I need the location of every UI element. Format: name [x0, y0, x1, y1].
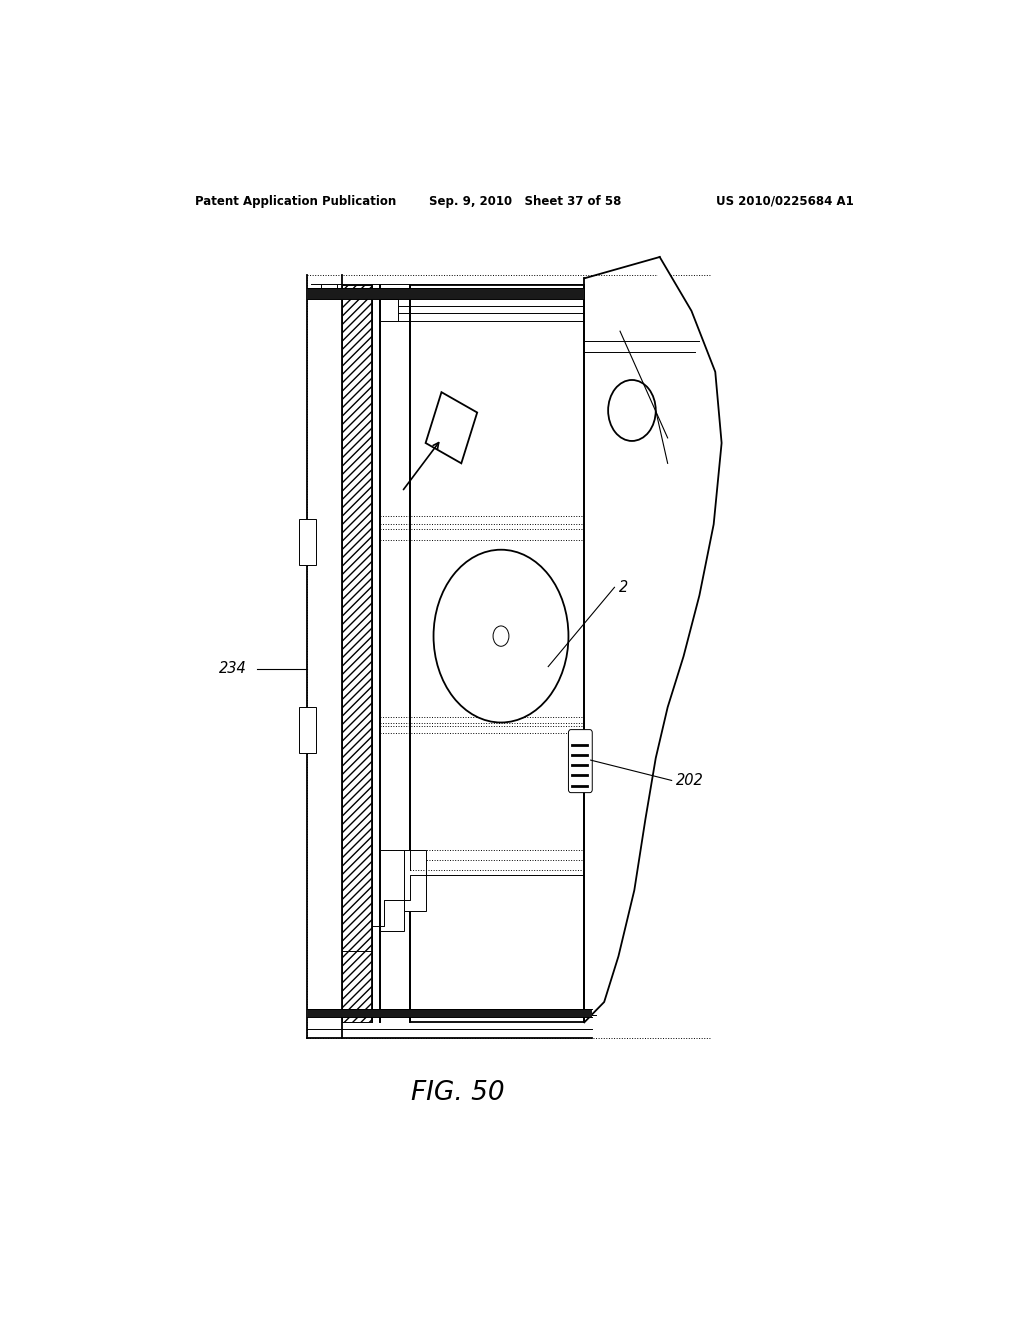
Bar [299, 519, 316, 565]
Text: 202: 202 [676, 774, 703, 788]
Text: 234: 234 [219, 661, 247, 676]
Bar [404, 850, 426, 911]
Circle shape [433, 549, 568, 722]
Text: US 2010/0225684 A1: US 2010/0225684 A1 [717, 194, 854, 207]
Text: 232: 232 [672, 455, 699, 471]
Polygon shape [426, 392, 477, 463]
Text: 226: 226 [672, 430, 699, 445]
Bar [306, 276, 342, 1038]
Bar [380, 850, 404, 931]
Text: Sep. 9, 2010   Sheet 37 of 58: Sep. 9, 2010 Sheet 37 of 58 [429, 194, 621, 207]
Bar [380, 850, 404, 931]
FancyBboxPatch shape [568, 730, 592, 792]
Text: FIG. 50: FIG. 50 [411, 1081, 504, 1106]
Bar [380, 298, 397, 321]
Bar [404, 850, 426, 911]
Polygon shape [585, 257, 722, 1022]
Text: 212: 212 [618, 579, 646, 595]
Bar [410, 285, 585, 1022]
Circle shape [608, 380, 655, 441]
Bar [299, 708, 316, 752]
Text: Patent Application Publication: Patent Application Publication [196, 194, 396, 207]
Bar [306, 289, 585, 298]
Bar [342, 285, 373, 1022]
Bar [306, 1008, 592, 1018]
Bar [321, 284, 337, 289]
Bar [410, 285, 585, 1022]
Circle shape [494, 626, 509, 647]
